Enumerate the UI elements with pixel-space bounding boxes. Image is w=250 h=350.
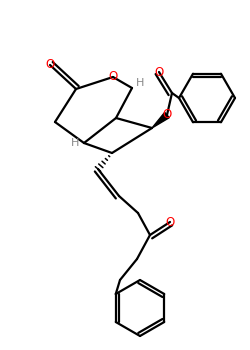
Text: H: H xyxy=(71,138,79,148)
Text: O: O xyxy=(46,58,54,71)
Text: O: O xyxy=(108,70,118,84)
Polygon shape xyxy=(152,112,169,128)
Text: O: O xyxy=(162,108,172,121)
Text: O: O xyxy=(154,65,164,78)
Text: O: O xyxy=(166,216,174,229)
Text: H: H xyxy=(136,78,144,88)
